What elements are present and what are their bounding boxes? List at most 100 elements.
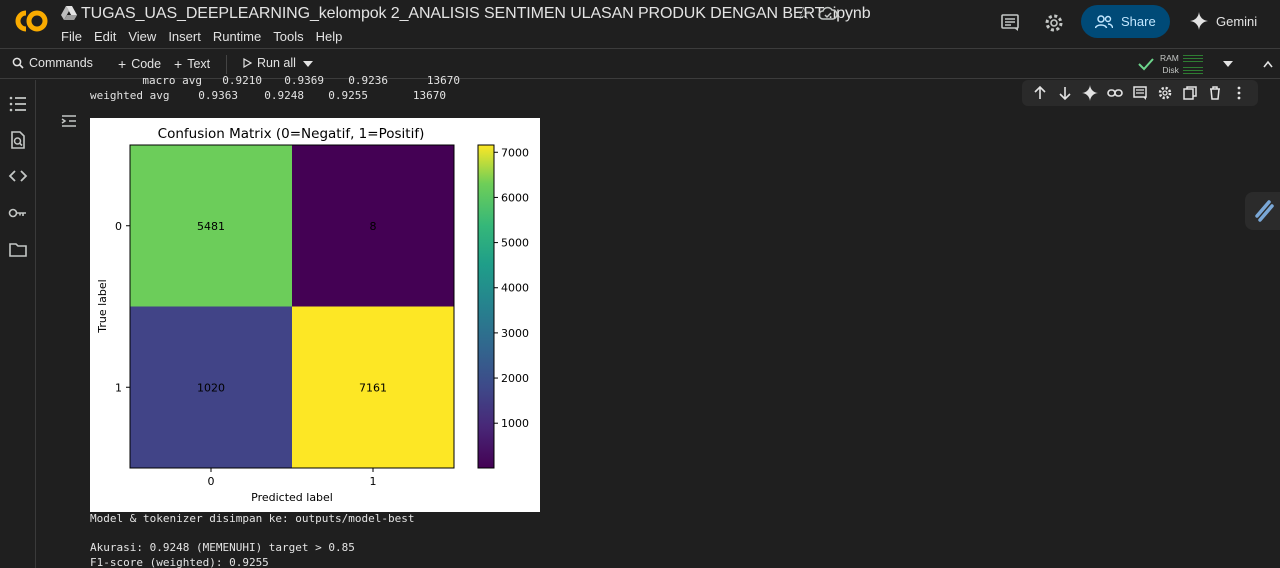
cell-value-label: 1020 [197,381,225,394]
collapse-chevron-icon[interactable] [1262,57,1274,71]
gemini-sparkle-icon [1190,12,1208,30]
report-support: 13670 [426,74,460,87]
side-panel-handle[interactable] [1245,192,1280,230]
matrix-cell-1-0 [130,306,292,468]
report-precision: 0.9210 [222,74,262,87]
matrix-cell-0-0 [130,145,292,307]
menu-help[interactable]: Help [315,29,343,44]
add-code-button[interactable]: + Code [118,56,161,72]
y-tick-label: 0 [115,220,122,233]
share-label: Share [1121,14,1156,29]
resource-monitor[interactable]: RAM Disk [1160,52,1203,76]
colorbar-tick-label: 6000 [501,191,529,204]
cell-settings-icon[interactable] [1157,85,1173,101]
menu-insert[interactable]: Insert [168,29,201,44]
link-icon[interactable] [1107,85,1123,101]
commands-label: Commands [29,56,93,70]
ram-label: RAM [1160,53,1179,63]
colab-logo-icon[interactable] [12,8,48,34]
move-down-icon[interactable] [1057,85,1073,101]
chart-title: Confusion Matrix (0=Negatif, 1=Positif) [158,126,425,142]
cloud-saved-icon[interactable] [818,6,838,22]
output-line-accuracy: Akurasi: 0.9248 (MEMENUHI) target > 0.85 [90,541,355,554]
colorbar-tick-label: 7000 [501,146,529,159]
comment-icon[interactable] [999,12,1021,34]
more-options-icon[interactable] [1231,85,1247,101]
output-line-f1: F1-score (weighted): 0.9255 [90,556,269,568]
x-tick-label: 0 [208,475,215,488]
run-all-dropdown-icon[interactable] [303,61,313,67]
run-all-label: Run all [257,56,296,70]
report-recall: 0.9369 [284,74,324,87]
cell-value-label: 7161 [359,381,387,394]
colorbar-tick-label: 1000 [501,417,529,430]
output-line-saved: Model & tokenizer disimpan ke: outputs/m… [90,512,415,525]
left-sidebar [0,80,36,568]
report-precision: 0.9363 [198,89,238,102]
gemini-label: Gemini [1216,13,1258,29]
header: TUGAS_UAS_DEEPLEARNING_kelompok 2_ANALIS… [0,0,1280,48]
colorbar-tick-label: 5000 [501,237,529,250]
find-replace-icon[interactable] [8,130,28,150]
menu-file[interactable]: File [61,29,82,44]
secrets-key-icon[interactable] [8,203,28,223]
cell-value-label: 8 [370,220,377,233]
settings-icon[interactable] [1043,12,1065,34]
menu-runtime[interactable]: Runtime [212,29,262,44]
confusion-matrix-chart: Confusion Matrix (0=Negatif, 1=Positif) … [96,126,529,504]
y-tick-label: 1 [115,381,122,394]
delete-icon[interactable] [1207,85,1223,101]
x-tick-label: 1 [370,475,377,488]
gemini-sparkle-icon[interactable] [1082,85,1099,101]
notebook-cell-area: macro avg 0.9210 0.9369 0.9236 13670 weighte… [36,74,1280,568]
report-f1: 0.9255 [328,89,368,102]
gemini-button[interactable]: Gemini [1190,12,1257,30]
drive-icon[interactable] [61,5,77,21]
plus-icon: + [118,56,127,72]
play-icon [243,58,252,68]
run-all-button[interactable]: Run all [243,56,296,70]
disk-bar [1182,66,1203,74]
code-snippets-icon[interactable] [8,166,28,186]
star-icon[interactable]: ☆ [796,4,812,23]
notebook-toolbar: Commands + Code + Text Run all RAM Disk [0,48,1280,79]
search-icon [12,57,24,69]
code-label: Code [131,57,162,71]
report-label: macro avg [142,74,202,87]
notebook-title[interactable]: TUGAS_UAS_DEEPLEARNING_kelompok 2_ANALIS… [81,5,871,22]
move-up-icon[interactable] [1032,85,1048,101]
share-button[interactable]: Share [1081,5,1170,38]
add-text-button[interactable]: + Text [174,56,210,72]
report-support: 13670 [412,89,446,102]
runtime-dropdown-icon[interactable] [1223,61,1233,67]
commands-button[interactable]: Commands [12,56,93,70]
colorbar [477,144,495,469]
people-icon [1095,14,1113,28]
output-actions-icon[interactable] [60,113,78,131]
toolbar-divider [226,55,227,74]
report-recall: 0.9248 [264,89,304,102]
menu-view[interactable]: View [128,29,157,44]
report-row-weighted-avg: weighted avg 0.9363 0.9248 0.9255 13670 [90,89,446,102]
menu-bar: File Edit View Insert Runtime Tools Help [61,29,354,44]
y-axis-label: True label [96,279,109,333]
table-of-contents-icon[interactable] [8,94,28,114]
ram-bar [1182,54,1203,62]
x-axis-label: Predicted label [251,491,333,504]
comment-icon[interactable] [1132,85,1148,101]
pen-slash-icon [1255,200,1274,222]
colorbar-tick-label: 4000 [501,282,529,295]
matrix-cell-1-1 [292,306,454,468]
mirror-cell-icon[interactable] [1182,85,1198,101]
colorbar-tick-label: 2000 [501,372,529,385]
report-label: weighted avg [90,89,170,102]
text-label: Text [187,57,211,71]
menu-tools[interactable]: Tools [273,29,304,44]
files-folder-icon[interactable] [8,240,28,260]
disk-label: Disk [1162,65,1179,75]
plot-frame [129,144,455,469]
confusion-matrix-figure: Confusion Matrix (0=Negatif, 1=Positif) … [90,118,540,512]
menu-edit[interactable]: Edit [93,29,117,44]
report-row-macro-avg: macro avg 0.9210 0.9369 0.9236 13670 [90,74,460,87]
colorbar-tick-label: 3000 [501,327,529,340]
